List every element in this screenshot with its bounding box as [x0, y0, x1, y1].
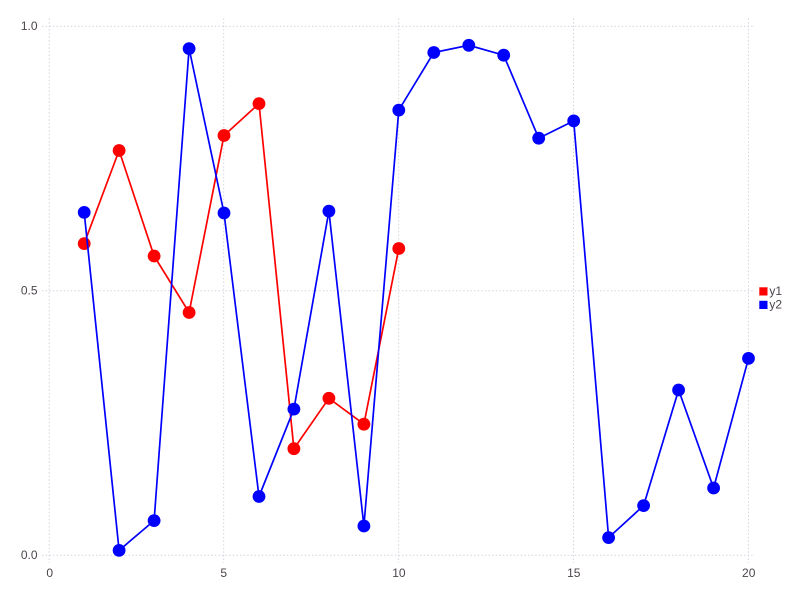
svg-text:5: 5 — [220, 566, 227, 580]
svg-text:15: 15 — [567, 566, 581, 580]
svg-text:10: 10 — [392, 566, 406, 580]
svg-text:0.0: 0.0 — [21, 548, 38, 562]
svg-text:1.0: 1.0 — [21, 19, 38, 33]
svg-text:20: 20 — [742, 566, 756, 580]
svg-text:y1: y1 — [769, 284, 782, 298]
svg-text:0.5: 0.5 — [21, 284, 38, 298]
svg-text:y2: y2 — [769, 298, 782, 312]
svg-text:0: 0 — [46, 566, 53, 580]
